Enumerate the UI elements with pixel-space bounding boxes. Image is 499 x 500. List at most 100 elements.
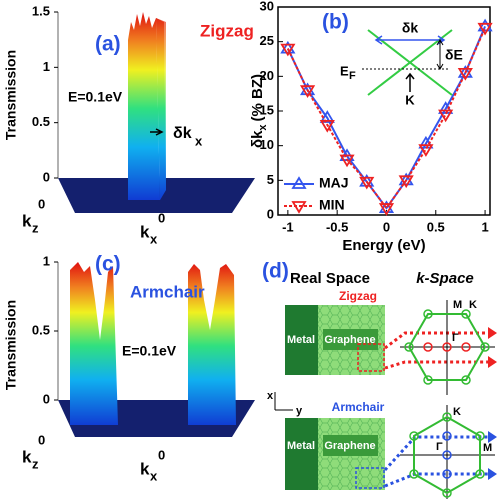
marker xyxy=(378,200,395,213)
metal-region xyxy=(285,305,318,375)
surface xyxy=(188,264,236,425)
panel-label: (b) xyxy=(322,11,349,34)
y-axis-label: δkx (% BZ) xyxy=(249,74,269,148)
label: x xyxy=(267,390,274,402)
z-tick-label: 0.5 xyxy=(32,114,50,129)
label: Zigzag xyxy=(339,289,377,303)
marker xyxy=(438,109,454,123)
marker xyxy=(299,82,316,96)
label: K xyxy=(453,406,461,418)
axis-label: Transmission xyxy=(3,300,19,390)
k-points xyxy=(404,309,490,385)
arrow xyxy=(384,360,490,370)
axis-label: 0 xyxy=(158,210,165,225)
y-tick-label: 10 xyxy=(260,137,274,152)
marker xyxy=(299,85,316,98)
axis-label: Transmission xyxy=(3,50,19,140)
marker xyxy=(280,40,296,54)
label: Γ xyxy=(436,441,443,453)
marker xyxy=(378,203,395,216)
marker xyxy=(457,67,473,81)
panel-title: Armchair xyxy=(130,282,205,301)
brillouin-zone xyxy=(407,313,487,381)
marker xyxy=(457,65,473,78)
marker xyxy=(319,110,335,123)
marker xyxy=(339,154,355,168)
marker xyxy=(477,18,493,32)
window xyxy=(355,467,385,489)
z-tick-label: 0 xyxy=(43,391,50,406)
label: M xyxy=(483,442,492,454)
y-tick-label: 30 xyxy=(260,0,274,13)
series-line xyxy=(286,27,486,210)
axis-label: x xyxy=(150,468,158,483)
z-tick-label: 0.5 xyxy=(32,322,50,337)
z-tick-label: 1 xyxy=(43,253,50,268)
axis-label: 0 xyxy=(158,447,165,462)
heading: k-Space xyxy=(416,270,474,287)
axis-label: k xyxy=(22,211,32,230)
k-points xyxy=(409,412,485,498)
label: Armchair xyxy=(332,400,385,414)
inset-arrow xyxy=(374,35,446,45)
label: Graphene xyxy=(324,440,375,452)
x-tick-label: -0.5 xyxy=(326,219,348,234)
axis-label: k xyxy=(140,459,150,478)
label: M xyxy=(453,299,462,311)
annotation: E=0.1eV xyxy=(122,343,177,359)
annotation: δk xyxy=(173,125,192,142)
arrowhead xyxy=(488,327,497,368)
y-tick-label: 25 xyxy=(260,33,274,48)
metal-region xyxy=(285,418,318,490)
marker xyxy=(418,144,434,157)
x-tick-label: 0 xyxy=(383,219,390,234)
annotation: x xyxy=(195,133,203,148)
marker xyxy=(319,119,335,133)
z-tick-label: 0 xyxy=(43,169,50,184)
panel-label: (d) xyxy=(262,260,289,283)
diagram: (d) Real Space k-Space Zigzag Metal Grap… xyxy=(262,260,497,499)
inset-label: δE xyxy=(445,47,463,63)
marker xyxy=(359,176,375,190)
annotation: E=0.1eV xyxy=(68,89,123,105)
label: Metal xyxy=(287,334,315,346)
legend-marker xyxy=(291,176,307,189)
arrow xyxy=(384,472,490,488)
y-axis-label-part: δk xyxy=(249,130,266,148)
axis-label: k xyxy=(140,222,150,241)
axis-label: z xyxy=(32,220,39,235)
k-points xyxy=(423,342,471,352)
series-line xyxy=(286,26,486,210)
label: K xyxy=(469,299,477,311)
label-box xyxy=(323,435,378,456)
x-axis-label: Energy (eV) xyxy=(342,237,425,254)
surface xyxy=(70,262,118,425)
marker xyxy=(280,43,296,57)
y-axis-label-part: (% BZ) xyxy=(249,74,266,122)
marker xyxy=(477,22,493,36)
legend-label: MIN xyxy=(319,197,345,213)
x-tick-label: -1 xyxy=(282,219,294,234)
marker xyxy=(359,173,375,187)
inset-arrow xyxy=(436,39,444,70)
axis-label: 0 xyxy=(38,196,45,211)
y-axis-label-part: x xyxy=(257,124,269,131)
inset-label: F xyxy=(349,70,356,82)
inset-label: δk xyxy=(402,20,418,36)
z-tick-label: 1 xyxy=(43,59,50,74)
x-tick-label: 0.5 xyxy=(427,219,445,234)
y-tick-label: 20 xyxy=(260,68,274,83)
legend-marker xyxy=(291,201,307,214)
arrow xyxy=(384,331,490,350)
width-arrow xyxy=(150,128,164,136)
k-points xyxy=(442,431,452,479)
legend-label: MAJ xyxy=(319,175,349,191)
panel-label: (a) xyxy=(95,33,121,56)
heading: Real Space xyxy=(290,270,370,287)
inset-arrow xyxy=(405,72,415,92)
y-tick-label: 15 xyxy=(260,102,274,117)
brillouin-zone xyxy=(413,415,481,495)
x-tick-label: 1 xyxy=(481,219,488,234)
label: Graphene xyxy=(324,334,375,346)
